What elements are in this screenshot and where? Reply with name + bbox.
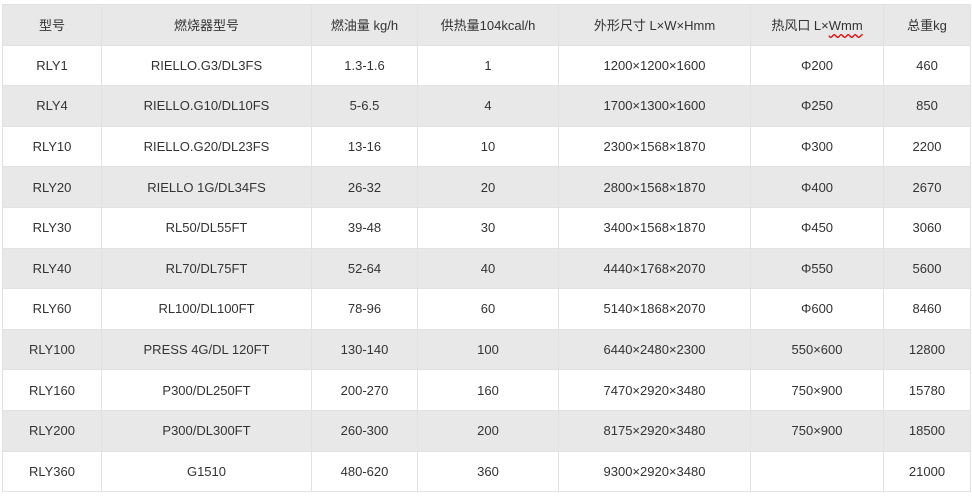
- cell-hot-air-outlet: Φ450: [750, 206, 884, 249]
- header-dimensions: 外形尺寸 L×W×Hmm: [558, 4, 751, 46]
- cell-model: RLY10: [2, 125, 102, 168]
- cell-model: RLY4: [2, 85, 102, 127]
- cell-heat-supply: 100: [417, 328, 559, 371]
- spec-table: 型号 燃烧器型号 燃油量 kg/h 供热量104kcal/h 外形尺寸 L×W×…: [2, 4, 971, 493]
- cell-model: RLY40: [2, 247, 102, 290]
- cell-burner-model: RIELLO 1G/DL34FS: [101, 166, 312, 208]
- cell-total-weight: 15780: [883, 369, 971, 411]
- cell-hot-air-outlet: Φ200: [750, 44, 884, 87]
- cell-burner-model: P300/DL250FT: [101, 369, 312, 411]
- cell-model: RLY30: [2, 206, 102, 249]
- cell-dimensions: 4440×1768×2070: [558, 247, 751, 290]
- cell-model: RLY20: [2, 166, 102, 208]
- cell-dimensions: 1700×1300×1600: [558, 85, 751, 127]
- cell-model: RLY60: [2, 288, 102, 330]
- cell-model: RLY100: [2, 328, 102, 371]
- cell-heat-supply: 4: [417, 85, 559, 127]
- cell-dimensions: 2800×1568×1870: [558, 166, 751, 208]
- cell-burner-model: RIELLO.G20/DL23FS: [101, 125, 312, 168]
- cell-heat-supply: 200: [417, 409, 559, 452]
- cell-burner-model: G1510: [101, 450, 312, 493]
- cell-fuel-consumption: 13-16: [311, 125, 418, 168]
- cell-burner-model: RL70/DL75FT: [101, 247, 312, 290]
- cell-hot-air-outlet: Φ250: [750, 85, 884, 127]
- cell-dimensions: 9300×2920×3480: [558, 450, 751, 493]
- cell-total-weight: 18500: [883, 409, 971, 452]
- cell-total-weight: 5600: [883, 247, 971, 290]
- table-row: RLY160 P300/DL250FT 200-270 160 7470×2920×34…: [2, 369, 971, 411]
- cell-hot-air-outlet: Φ600: [750, 288, 884, 330]
- cell-hot-air-outlet: Φ400: [750, 166, 884, 208]
- cell-dimensions: 8175×2920×3480: [558, 409, 751, 452]
- cell-burner-model: PRESS 4G/DL 120FT: [101, 328, 312, 371]
- table-row: RLY1 RIELLO.G3/DL3FS 1.3-1.6 1 1200×1200×160…: [2, 44, 971, 87]
- header-hot-air-outlet-label: 热风口 L×: [771, 18, 829, 34]
- cell-dimensions: 7470×2920×3480: [558, 369, 751, 411]
- header-heat-supply: 供热量104kcal/h: [417, 4, 559, 46]
- cell-heat-supply: 1: [417, 44, 559, 87]
- header-hot-air-outlet: 热风口 L×Wmm: [750, 4, 884, 46]
- cell-fuel-consumption: 1.3-1.6: [311, 44, 418, 87]
- table-row: RLY360 G1510 480-620 360 9300×2920×3480 21000: [2, 450, 971, 493]
- table-row: RLY200 P300/DL300FT 260-300 200 8175×2920×34…: [2, 409, 971, 452]
- cell-fuel-consumption: 5-6.5: [311, 85, 418, 127]
- cell-total-weight: 12800: [883, 328, 971, 371]
- header-fuel-consumption: 燃油量 kg/h: [311, 4, 418, 46]
- cell-hot-air-outlet: Φ550: [750, 247, 884, 290]
- cell-burner-model: RL100/DL100FT: [101, 288, 312, 330]
- cell-dimensions: 2300×1568×1870: [558, 125, 751, 168]
- table-row: RLY100 PRESS 4G/DL 120FT 130-140 100 6440×24…: [2, 328, 971, 371]
- cell-hot-air-outlet: 750×900: [750, 369, 884, 411]
- cell-fuel-consumption: 200-270: [311, 369, 418, 411]
- cell-total-weight: 2200: [883, 125, 971, 168]
- cell-model: RLY200: [2, 409, 102, 452]
- table-row: RLY60 RL100/DL100FT 78-96 60 5140×1868×2070 Φ…: [2, 288, 971, 330]
- table-row: RLY10 RIELLO.G20/DL23FS 13-16 10 2300×1568×1…: [2, 125, 971, 168]
- cell-model: RLY360: [2, 450, 102, 493]
- cell-dimensions: 6440×2480×2300: [558, 328, 751, 371]
- cell-heat-supply: 10: [417, 125, 559, 168]
- cell-fuel-consumption: 130-140: [311, 328, 418, 371]
- cell-heat-supply: 60: [417, 288, 559, 330]
- cell-burner-model: RIELLO.G3/DL3FS: [101, 44, 312, 87]
- header-total-weight: 总重kg: [883, 4, 971, 46]
- cell-total-weight: 8460: [883, 288, 971, 330]
- cell-dimensions: 3400×1568×1870: [558, 206, 751, 249]
- cell-total-weight: 2670: [883, 166, 971, 208]
- cell-hot-air-outlet: 550×600: [750, 328, 884, 371]
- cell-total-weight: 850: [883, 85, 971, 127]
- header-row: 型号 燃烧器型号 燃油量 kg/h 供热量104kcal/h 外形尺寸 L×W×…: [2, 4, 971, 46]
- cell-burner-model: P300/DL300FT: [101, 409, 312, 452]
- table-row: RLY40 RL70/DL75FT 52-64 40 4440×1768×2070 Φ55…: [2, 247, 971, 290]
- cell-hot-air-outlet: 750×900: [750, 409, 884, 452]
- cell-heat-supply: 20: [417, 166, 559, 208]
- cell-model: RLY1: [2, 44, 102, 87]
- cell-fuel-consumption: 26-32: [311, 166, 418, 208]
- cell-heat-supply: 360: [417, 450, 559, 493]
- cell-heat-supply: 40: [417, 247, 559, 290]
- cell-dimensions: 5140×1868×2070: [558, 288, 751, 330]
- cell-burner-model: RL50/DL55FT: [101, 206, 312, 249]
- cell-fuel-consumption: 480-620: [311, 450, 418, 493]
- cell-model: RLY160: [2, 369, 102, 411]
- header-model: 型号: [2, 4, 102, 46]
- spellcheck-underlined-text: Wmm: [828, 18, 863, 34]
- cell-fuel-consumption: 39-48: [311, 206, 418, 249]
- header-burner-model: 燃烧器型号: [101, 4, 312, 46]
- cell-fuel-consumption: 78-96: [311, 288, 418, 330]
- cell-heat-supply: 30: [417, 206, 559, 249]
- cell-total-weight: 460: [883, 44, 971, 87]
- cell-total-weight: 21000: [883, 450, 971, 493]
- cell-heat-supply: 160: [417, 369, 559, 411]
- cell-fuel-consumption: 260-300: [311, 409, 418, 452]
- cell-burner-model: RIELLO.G10/DL10FS: [101, 85, 312, 127]
- cell-hot-air-outlet: [750, 450, 884, 493]
- cell-fuel-consumption: 52-64: [311, 247, 418, 290]
- cell-hot-air-outlet: Φ300: [750, 125, 884, 168]
- cell-total-weight: 3060: [883, 206, 971, 249]
- table-row: RLY30 RL50/DL55FT 39-48 30 3400×1568×1870 Φ45…: [2, 206, 971, 249]
- table-row: RLY20 RIELLO 1G/DL34FS 26-32 20 2800×1568×18…: [2, 166, 971, 208]
- table-row: RLY4 RIELLO.G10/DL10FS 5-6.5 4 1700×1300×160…: [2, 85, 971, 127]
- cell-dimensions: 1200×1200×1600: [558, 44, 751, 87]
